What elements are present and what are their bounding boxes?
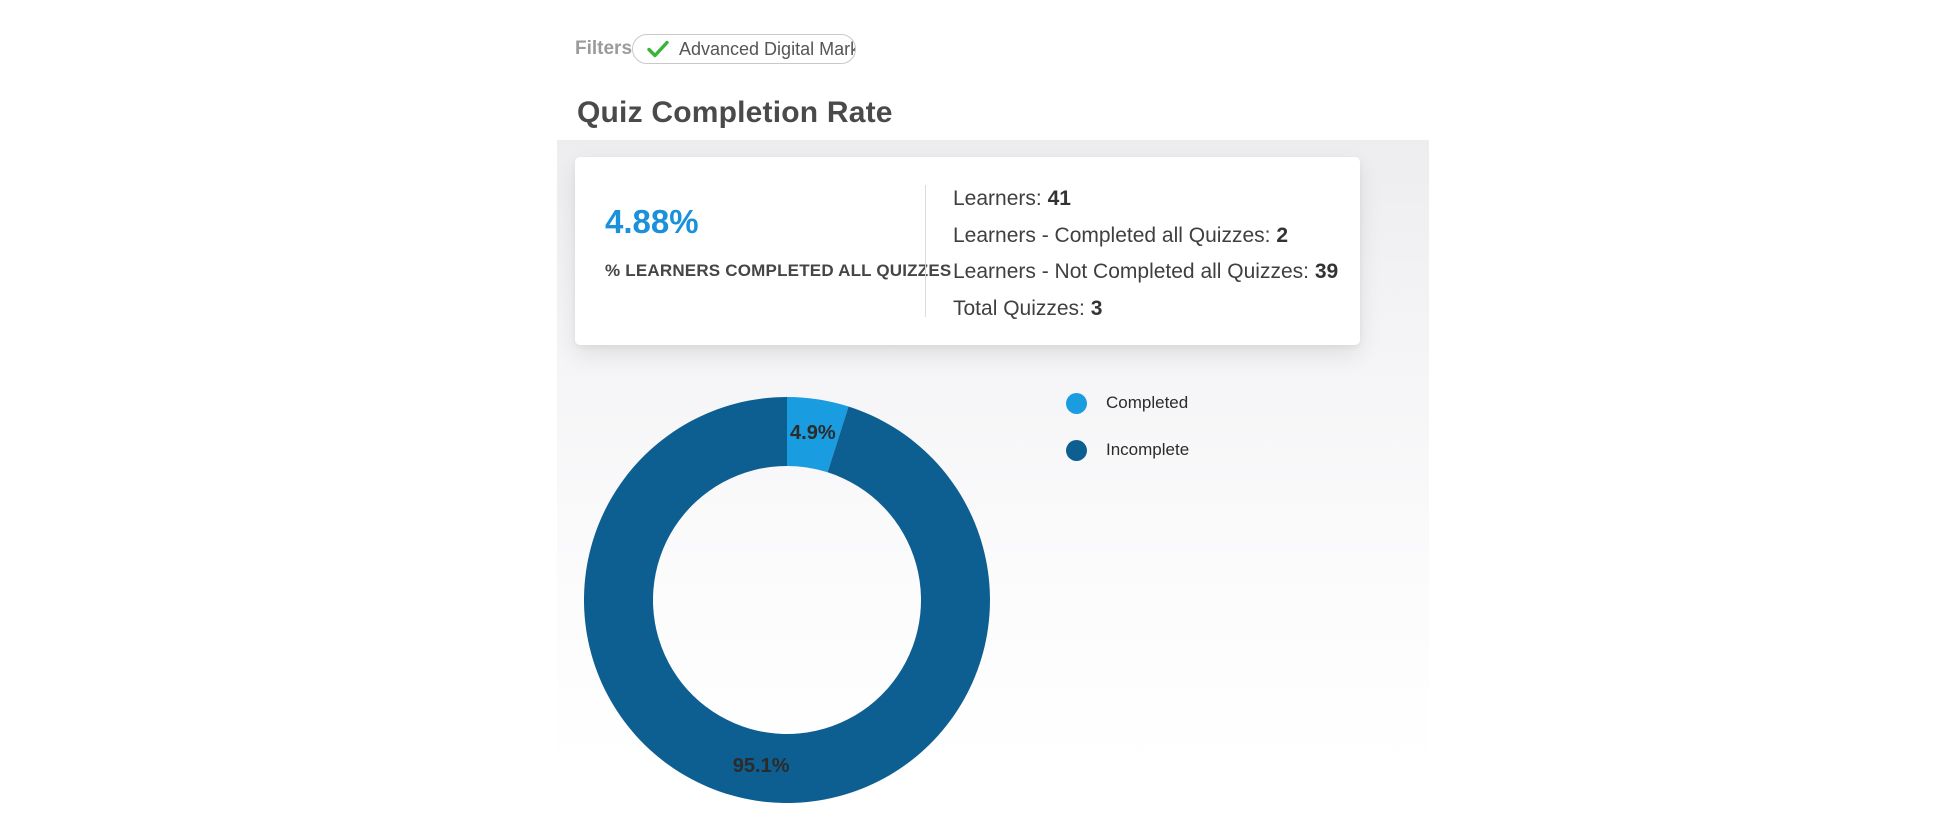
stat-value: 2 [1276, 223, 1289, 247]
donut-slice-completed[interactable] [787, 397, 849, 473]
metric-value: 4.88% [605, 203, 699, 240]
stat-label: Learners - Completed all Quizzes: [953, 223, 1271, 247]
stat-label: Learners: [953, 187, 1042, 210]
stat-row-not-completed-all: Learners - Not Completed all Quizzes: 39 [953, 254, 1338, 291]
stat-value: 3 [1090, 296, 1103, 320]
donut-slice-incomplete[interactable] [584, 397, 990, 803]
stat-row-learners: Learners: 41 [953, 181, 1338, 218]
stat-value: 41 [1047, 187, 1071, 210]
slice-label-completed: 4.9% [790, 422, 836, 444]
legend-item-completed[interactable]: Completed [1066, 392, 1189, 414]
stats-list: Learners: 41 Learners - Completed all Qu… [953, 181, 1338, 327]
chart-legend: Completed Incomplete [1066, 392, 1189, 486]
stat-row-total-quizzes: Total Quizzes: 3 [953, 291, 1338, 328]
metric-label: % LEARNERS COMPLETED ALL QUIZZES [605, 261, 952, 280]
filter-chip-label: Advanced Digital Mark [679, 38, 856, 59]
stat-row-completed-all: Learners - Completed all Quizzes: 2 [953, 218, 1338, 255]
slice-label-incomplete: 95.1% [733, 755, 790, 777]
legend-swatch-completed [1066, 392, 1087, 414]
quiz-completion-summary-card: 4.88% % LEARNERS COMPLETED ALL QUIZZES L… [575, 157, 1360, 345]
legend-label: Completed [1106, 393, 1189, 412]
legend-swatch-incomplete [1066, 439, 1087, 461]
stat-label: Total Quizzes: [953, 296, 1085, 320]
filters-label: Filters [575, 38, 633, 59]
filter-chip-course[interactable]: Advanced Digital Mark [632, 34, 856, 64]
card-divider [925, 185, 926, 317]
page-title: Quiz Completion Rate [577, 96, 893, 129]
stat-label: Learners - Not Completed all Quizzes: [953, 260, 1309, 283]
legend-label: Incomplete [1106, 440, 1190, 459]
legend-item-incomplete[interactable]: Incomplete [1066, 439, 1189, 461]
stat-value: 39 [1314, 260, 1339, 283]
quiz-completion-donut-chart[interactable]: 4.9% 95.1% [584, 397, 990, 803]
check-icon [647, 40, 669, 58]
